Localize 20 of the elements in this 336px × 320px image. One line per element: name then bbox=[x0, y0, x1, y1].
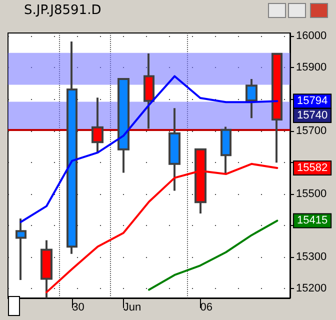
x-tick-label: Jun bbox=[123, 302, 142, 314]
candlestick bbox=[246, 78, 258, 120]
candlestick bbox=[16, 218, 26, 282]
y-tick-label: 15200 bbox=[296, 282, 327, 295]
y-tick-label: 15500 bbox=[296, 188, 327, 200]
data-label: 15582 bbox=[297, 162, 328, 174]
chart-title: S.JP.J8591.D bbox=[24, 3, 102, 18]
x-tick-label: 30 bbox=[72, 302, 84, 314]
y-tick-label: 15900 bbox=[296, 62, 327, 74]
band-label: 15740 bbox=[297, 109, 328, 122]
candlestick bbox=[118, 78, 130, 174]
data-label: 15794 bbox=[297, 95, 328, 108]
y-tick-label: 15300 bbox=[296, 250, 327, 263]
candlestick bbox=[220, 126, 232, 174]
data-label: 15415 bbox=[297, 214, 328, 227]
line-series bbox=[20, 75, 278, 223]
y-tick-label: 15700 bbox=[296, 124, 327, 137]
y-tick-label: 16000 bbox=[296, 30, 327, 42]
x-tick-label: 06 bbox=[200, 302, 213, 314]
line-series bbox=[148, 220, 278, 291]
